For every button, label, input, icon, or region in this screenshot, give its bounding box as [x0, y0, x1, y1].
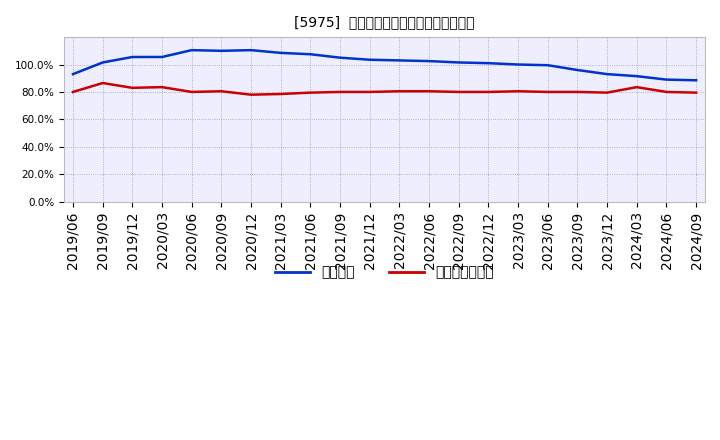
固定比率	[662, 77, 671, 82]
固定比率	[454, 60, 463, 65]
固定長期適合率	[425, 88, 433, 94]
固定長期適合率	[158, 84, 166, 90]
固定比率	[336, 55, 344, 60]
固定長期適合率	[544, 89, 552, 95]
固定長期適合率	[692, 90, 701, 95]
固定比率	[68, 71, 77, 77]
固定比率	[544, 62, 552, 68]
固定比率	[603, 71, 611, 77]
固定長期適合率	[217, 88, 225, 94]
Legend: 固定比率, 固定長期適合率: 固定比率, 固定長期適合率	[270, 260, 500, 285]
固定比率	[158, 55, 166, 60]
固定比率	[247, 48, 256, 53]
固定比率	[514, 62, 523, 67]
固定比率	[484, 61, 492, 66]
固定長期適合率	[573, 89, 582, 95]
固定長期適合率	[454, 89, 463, 95]
Title: [5975]  固定比率、固定長期適合率の推移: [5975] 固定比率、固定長期適合率の推移	[294, 15, 474, 29]
固定長期適合率	[365, 89, 374, 95]
固定比率	[632, 73, 641, 79]
固定長期適合率	[306, 90, 315, 95]
固定長期適合率	[336, 89, 344, 95]
固定長期適合率	[662, 89, 671, 95]
固定比率	[276, 50, 285, 55]
固定比率	[128, 55, 137, 60]
固定長期適合率	[128, 85, 137, 91]
固定長期適合率	[484, 89, 492, 95]
固定長期適合率	[276, 92, 285, 97]
固定比率	[573, 67, 582, 73]
固定比率	[692, 77, 701, 83]
固定比率	[99, 60, 107, 65]
Line: 固定長期適合率: 固定長期適合率	[73, 83, 696, 95]
固定長期適合率	[187, 89, 196, 95]
固定長期適合率	[632, 84, 641, 90]
固定比率	[365, 57, 374, 62]
固定比率	[425, 59, 433, 64]
固定長期適合率	[395, 88, 404, 94]
固定比率	[187, 48, 196, 53]
固定比率	[217, 48, 225, 53]
固定長期適合率	[247, 92, 256, 97]
固定比率	[306, 51, 315, 57]
固定比率	[395, 58, 404, 63]
固定長期適合率	[603, 90, 611, 95]
Line: 固定比率: 固定比率	[73, 50, 696, 80]
固定長期適合率	[68, 89, 77, 95]
固定長期適合率	[514, 88, 523, 94]
固定長期適合率	[99, 81, 107, 86]
